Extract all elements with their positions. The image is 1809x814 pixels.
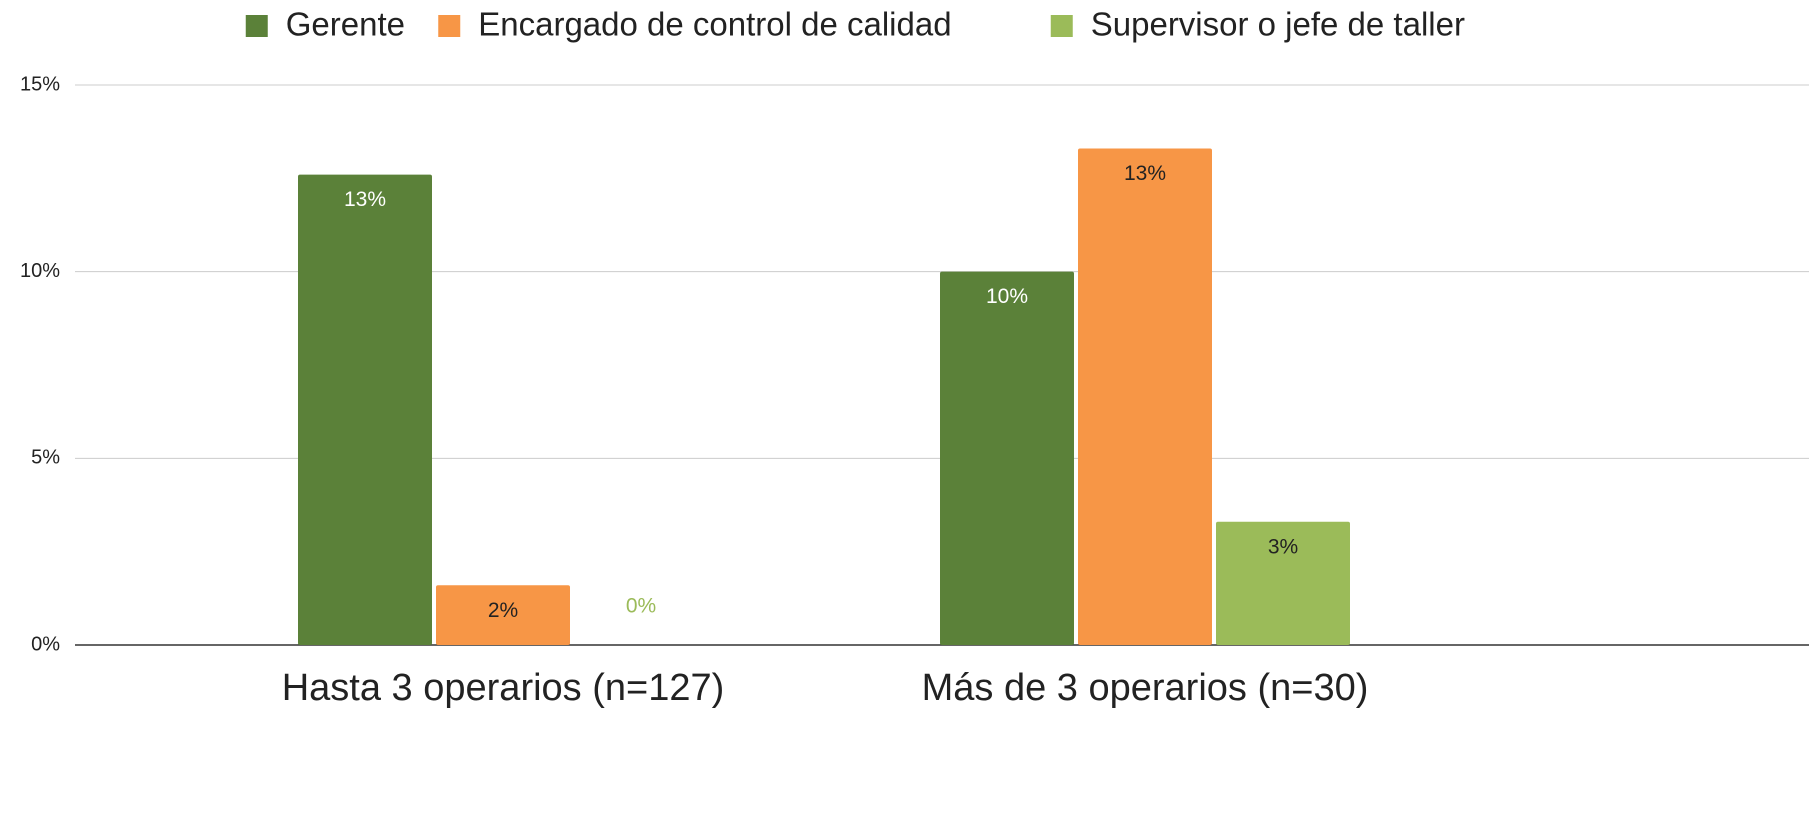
bar xyxy=(1216,521,1350,645)
y-tick-label: 15% xyxy=(20,73,60,95)
legend-label: Gerente xyxy=(286,6,405,43)
value-label: 0% xyxy=(626,595,656,618)
legend-label: Supervisor o jefe de taller xyxy=(1091,6,1465,43)
legend-swatch xyxy=(245,15,268,37)
legend-label: Encargado de control de calidad xyxy=(478,6,951,43)
value-label: 2% xyxy=(488,599,518,622)
bar xyxy=(298,174,432,645)
bar xyxy=(940,271,1074,645)
legend-swatch xyxy=(1050,15,1073,37)
y-tick-label: 10% xyxy=(20,260,60,282)
y-tick-label: 5% xyxy=(31,447,60,469)
value-label: 3% xyxy=(1268,535,1298,558)
value-label: 13% xyxy=(344,188,386,211)
legend-swatch xyxy=(438,15,461,37)
bar xyxy=(436,585,570,645)
value-label: 13% xyxy=(1124,162,1166,185)
value-label: 10% xyxy=(986,285,1028,308)
x-tick-label: Hasta 3 operarios (n=127) xyxy=(282,667,725,709)
y-tick-label: 0% xyxy=(31,633,60,655)
bar xyxy=(1078,148,1212,645)
x-tick-label: Más de 3 operarios (n=30) xyxy=(922,667,1369,709)
